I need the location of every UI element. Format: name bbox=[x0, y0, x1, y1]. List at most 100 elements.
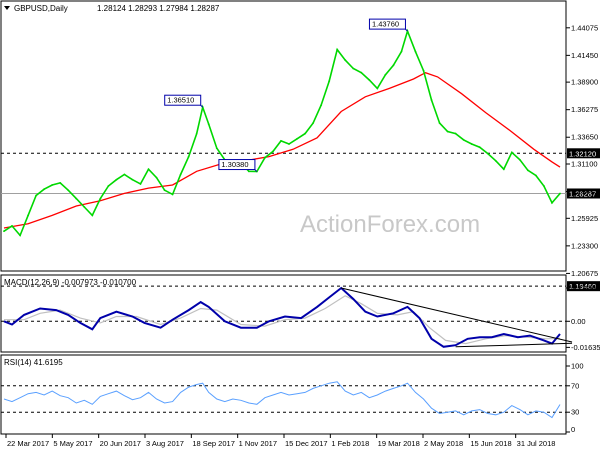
annotation-label: 1.43760 bbox=[372, 20, 399, 29]
price-point bbox=[470, 143, 473, 145]
macd-title: MACD(12,26,9) -0.007973 -0.010700 bbox=[4, 278, 137, 287]
price-point bbox=[280, 140, 282, 142]
price-level-tag bbox=[567, 281, 600, 292]
price-point bbox=[51, 184, 54, 186]
price-point bbox=[392, 64, 395, 67]
macd-trendlines bbox=[341, 287, 573, 348]
price-point bbox=[430, 99, 433, 101]
price-point bbox=[462, 138, 465, 141]
price-point bbox=[320, 104, 323, 107]
price-point bbox=[91, 214, 94, 217]
price-tick-label: 1.44075 bbox=[571, 23, 598, 32]
price-point bbox=[414, 50, 417, 53]
price-point bbox=[478, 146, 481, 149]
macd-trendline bbox=[341, 287, 573, 343]
price-point bbox=[376, 87, 379, 90]
price-panel bbox=[0, 0, 567, 272]
watermark-text: ActionForex.com bbox=[300, 211, 480, 238]
price-series-layer bbox=[3, 28, 561, 237]
price-point bbox=[360, 71, 363, 74]
price-point bbox=[147, 168, 150, 171]
annotation-box bbox=[218, 159, 256, 171]
x-tick-label: 19 Mar 2018 bbox=[378, 439, 420, 448]
price-y-axis: 1.44075 1.41450 1.38900 1.36275 1.33650 1.311… bbox=[566, 23, 598, 278]
price-point bbox=[11, 225, 13, 227]
x-tick-label: 31 Jul 2018 bbox=[517, 439, 556, 448]
x-tick-label: 5 May 2017 bbox=[53, 439, 92, 448]
x-tick-label: 2 May 2018 bbox=[424, 439, 463, 448]
price-point bbox=[344, 59, 347, 61]
price-point bbox=[123, 173, 126, 176]
price-point bbox=[67, 189, 70, 192]
macd-tick-label: 0.00 bbox=[571, 317, 586, 326]
price-point bbox=[438, 122, 441, 124]
x-tick-label: 18 Sep 2017 bbox=[192, 439, 235, 448]
macd-line bbox=[3, 286, 561, 348]
price-point bbox=[446, 130, 449, 133]
price-annotations: 1.36510 1.30380 1.43760 bbox=[164, 18, 408, 172]
price-tick-label: 1.38900 bbox=[571, 78, 598, 87]
price-point bbox=[518, 158, 521, 161]
price-point bbox=[288, 143, 290, 145]
price-point bbox=[19, 234, 21, 237]
macd-tick-label: -0.016357 bbox=[571, 343, 600, 352]
price-point bbox=[43, 188, 46, 191]
price-point bbox=[543, 185, 545, 187]
price-level-label: 1.32120 bbox=[569, 149, 596, 158]
price-point bbox=[272, 150, 274, 153]
price-tick-label: 1.33650 bbox=[571, 133, 598, 142]
price-point bbox=[163, 189, 166, 192]
price-tick-label: 1.20675 bbox=[571, 269, 598, 278]
price-point bbox=[422, 69, 425, 72]
price-level-label: 1.28287 bbox=[569, 189, 596, 198]
price-tick-label: 1.25925 bbox=[571, 214, 598, 223]
rsi-tick-label: 70 bbox=[571, 381, 579, 390]
rsi-title: RSI(14) 41.6195 bbox=[4, 358, 63, 367]
price-point bbox=[99, 197, 102, 200]
price-point bbox=[494, 159, 497, 162]
dropdown-triangle-icon[interactable] bbox=[4, 6, 10, 10]
price-point bbox=[296, 137, 298, 140]
price-levels: 1.32120 1.19460 1.28287 bbox=[1, 148, 600, 292]
price-point bbox=[384, 73, 387, 76]
price-point bbox=[139, 183, 142, 185]
price-point bbox=[368, 79, 371, 81]
price-point bbox=[207, 123, 210, 126]
price-point bbox=[502, 168, 505, 171]
price-point bbox=[35, 194, 38, 197]
rsi-tick-label: 0 bbox=[571, 425, 575, 434]
price-point bbox=[59, 181, 62, 184]
rsi-y-axis: 100 70 30 0 bbox=[1, 362, 584, 434]
x-tick-label: 15 Dec 2017 bbox=[285, 439, 328, 448]
price-point bbox=[179, 173, 182, 176]
price-point bbox=[131, 178, 134, 181]
macd-tick-label: 0.020861 bbox=[571, 284, 600, 293]
price-tick-label: 1.23300 bbox=[571, 241, 598, 250]
annotation-label: 1.30380 bbox=[221, 160, 248, 169]
rsi-line bbox=[3, 381, 561, 419]
annotation-box bbox=[368, 18, 406, 30]
macd-trendline bbox=[455, 342, 573, 348]
price-point bbox=[187, 155, 190, 158]
price-point bbox=[510, 151, 513, 154]
header-instrument: GBPUSD,Daily bbox=[14, 4, 68, 13]
rsi-tick-label: 100 bbox=[571, 362, 584, 371]
macd-y-axis: 0.020861 0.00 -0.016357 bbox=[1, 284, 600, 352]
price-point bbox=[486, 152, 489, 155]
price-tick-label: 1.41450 bbox=[571, 51, 598, 60]
price-tick-label: 1.28475 bbox=[571, 187, 598, 196]
price-point bbox=[107, 185, 110, 187]
price-point bbox=[3, 230, 5, 233]
price-point bbox=[155, 176, 158, 179]
header-ohlc: 1.28124 1.28293 1.27984 1.28287 bbox=[97, 4, 220, 13]
price-level-label: 1.19460 bbox=[569, 282, 596, 291]
price-point bbox=[264, 156, 266, 159]
price-point bbox=[115, 178, 118, 181]
price-level-tag bbox=[567, 188, 600, 199]
price-point bbox=[195, 132, 198, 135]
price-tick-label: 1.31100 bbox=[571, 159, 598, 168]
price-point bbox=[400, 50, 403, 53]
price-point bbox=[304, 132, 306, 135]
